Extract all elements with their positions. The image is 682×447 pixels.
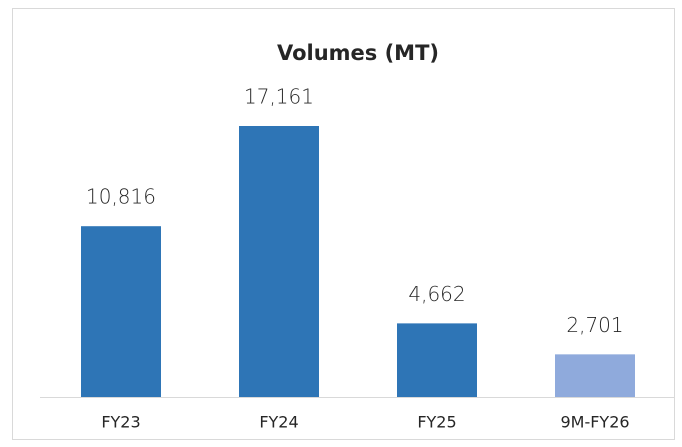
x-tick-label: FY23 — [101, 413, 140, 432]
bar — [81, 226, 161, 397]
bar — [555, 354, 635, 397]
bar — [239, 126, 319, 397]
x-tick-label: 9M-FY26 — [560, 413, 629, 432]
data-label: 10,816 — [86, 185, 156, 209]
data-label: 17,161 — [244, 85, 314, 109]
x-tick-label: FY24 — [259, 413, 298, 432]
x-tick-label: FY25 — [417, 413, 456, 432]
chart-title: Volumes (MT) — [277, 41, 439, 65]
data-label: 4,662 — [408, 282, 465, 306]
bar — [397, 323, 477, 397]
data-label: 2,701 — [566, 313, 623, 337]
